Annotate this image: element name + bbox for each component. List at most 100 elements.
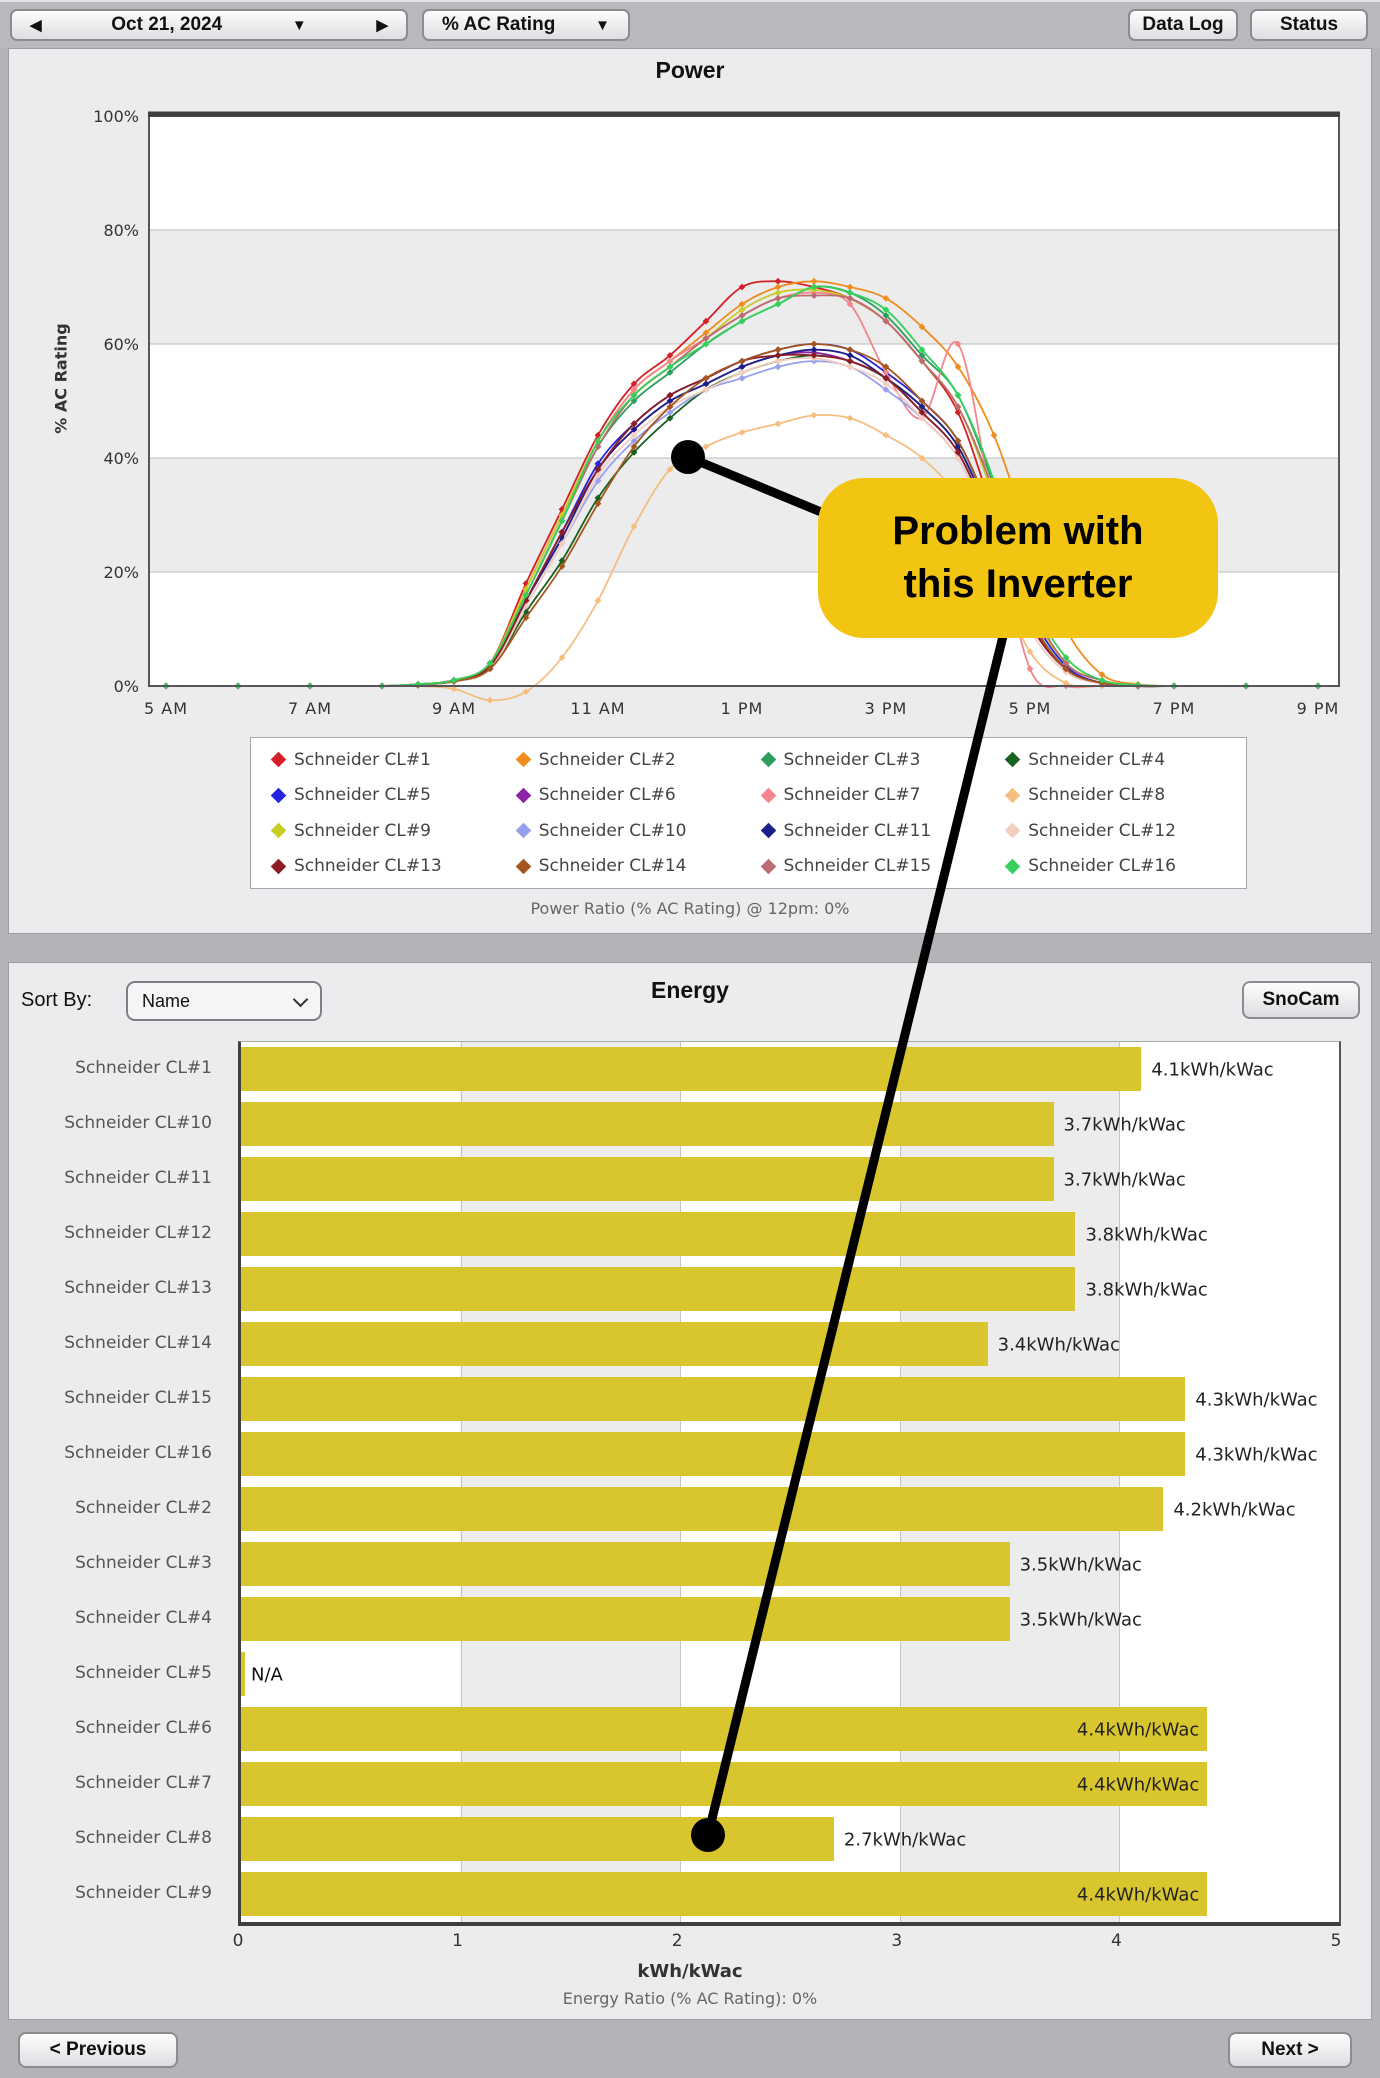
energy-bar: [241, 1212, 1076, 1256]
legend-marker-icon: [515, 858, 532, 875]
legend-item: Schneider CL#12: [993, 821, 1238, 841]
legend-item: Schneider CL#8: [993, 785, 1238, 805]
x-tick-label: 9 PM: [1297, 699, 1340, 718]
data-point-marker: [486, 659, 494, 667]
data-point-marker: [774, 277, 782, 285]
data-point-marker: [666, 357, 674, 365]
data-point-marker: [846, 363, 854, 371]
data-point-marker: [882, 295, 890, 302]
data-point-marker: [666, 403, 674, 411]
energy-row: 4.3kWh/kWac: [241, 1372, 1339, 1427]
energy-row: 4.2kWh/kWac: [241, 1482, 1339, 1537]
power-chart-title: Power: [655, 57, 725, 83]
date-picker-button[interactable]: ◀ Oct 21, 2024 ▼ ▶: [10, 9, 408, 41]
energy-row-label: Schneider CL#4: [75, 1608, 212, 1628]
data-point-marker: [810, 277, 818, 285]
data-point-marker: [738, 312, 746, 319]
data-point-marker: [846, 357, 854, 365]
energy-bar-value: 4.4kWh/kWac: [1076, 1774, 1200, 1795]
energy-row-label: Schneider CL#11: [64, 1168, 212, 1188]
date-label: Oct 21, 2024: [111, 14, 223, 35]
legend-item: Schneider CL#16: [993, 856, 1238, 876]
data-point-marker: [522, 614, 530, 621]
gridline: [680, 1042, 682, 1922]
energy-row: 2.7kWh/kWac: [241, 1812, 1339, 1867]
energy-bar: [241, 1817, 834, 1861]
legend-label: Schneider CL#7: [783, 785, 921, 806]
energy-row-label: Schneider CL#5: [75, 1663, 212, 1683]
data-point-marker: [810, 352, 818, 359]
energy-bar: [241, 1377, 1186, 1421]
legend-label: Schneider CL#3: [783, 749, 921, 770]
chevron-down-icon[interactable]: ▼: [291, 16, 307, 34]
metric-label: % AC Rating: [442, 14, 556, 35]
power-series-line: [166, 285, 1318, 688]
data-point-marker: [702, 317, 710, 325]
legend-marker-icon: [515, 787, 532, 804]
data-log-button[interactable]: Data Log: [1128, 9, 1238, 41]
toolbar: ◀ Oct 21, 2024 ▼ ▶ % AC Rating ▼ Data Lo…: [0, 0, 1380, 48]
legend-item: Schneider CL#1: [259, 750, 504, 770]
energy-bar-value: 4.2kWh/kWac: [1173, 1499, 1296, 1520]
y-tick-label: 20%: [103, 563, 139, 582]
legend-item: Schneider CL#9: [259, 821, 504, 841]
x-tick-label: 11 AM: [570, 699, 625, 718]
sort-by-label: Sort By:: [21, 989, 93, 1011]
previous-button[interactable]: < Previous: [18, 2032, 178, 2068]
metric-select[interactable]: % AC Rating ▼: [422, 9, 630, 41]
plot-band: [149, 344, 1339, 458]
status-button[interactable]: Status: [1250, 9, 1368, 41]
data-point-marker: [918, 357, 926, 365]
data-point-marker: [954, 437, 962, 445]
data-point-marker: [630, 397, 638, 405]
legend-marker-icon: [270, 858, 287, 875]
data-point-marker: [954, 403, 962, 411]
legend-marker-icon: [270, 751, 287, 768]
data-point-marker: [666, 391, 674, 399]
data-point-marker: [666, 363, 674, 371]
legend-label: Schneider CL#4: [1028, 749, 1166, 770]
data-point-marker: [594, 500, 602, 507]
snocam-button[interactable]: SnoCam: [1242, 981, 1360, 1019]
data-point-marker: [954, 448, 962, 456]
data-point-marker: [810, 340, 818, 348]
data-point-marker: [450, 685, 458, 693]
data-point-marker: [738, 374, 746, 382]
next-button[interactable]: Next >: [1228, 2032, 1352, 2068]
x-tick-label: 4: [1110, 1931, 1122, 1951]
data-point-marker: [666, 409, 674, 416]
data-point-marker: [558, 540, 566, 547]
data-point-marker: [630, 380, 638, 388]
data-point-marker: [594, 597, 602, 604]
energy-row-label: Schneider CL#3: [75, 1553, 212, 1573]
data-point-marker: [918, 409, 926, 416]
chevron-left-icon[interactable]: ◀: [30, 16, 42, 34]
data-point-marker: [558, 517, 566, 525]
energy-row: N/A: [241, 1647, 1339, 1702]
energy-bar-value: 4.1kWh/kWac: [1151, 1059, 1274, 1080]
annotation-callout: Problem with this Inverter: [818, 478, 1218, 638]
energy-bar-value: 3.7kWh/kWac: [1063, 1169, 1186, 1190]
legend-marker-icon: [270, 787, 287, 804]
data-point-marker: [738, 357, 746, 365]
chevron-right-icon[interactable]: ▶: [376, 16, 388, 34]
data-point-marker: [882, 369, 890, 376]
data-point-marker: [630, 431, 638, 439]
energy-row-label: Schneider CL#8: [75, 1828, 212, 1848]
data-point-marker: [630, 391, 638, 399]
data-point-marker: [846, 346, 854, 354]
data-point-marker: [414, 680, 422, 688]
data-point-marker: [666, 397, 674, 405]
energy-bar: [241, 1872, 1208, 1916]
data-point-marker: [1026, 665, 1034, 673]
x-tick-label: 5 PM: [1009, 699, 1052, 718]
plot-band: [149, 116, 1339, 230]
sort-by-select[interactable]: Name: [126, 981, 322, 1021]
data-point-marker: [954, 391, 962, 399]
data-point-marker: [594, 437, 602, 445]
energy-bar-value: 3.8kWh/kWac: [1085, 1224, 1208, 1245]
gridline: [460, 1042, 462, 1922]
data-point-marker: [882, 363, 890, 371]
data-point-marker: [1026, 648, 1034, 656]
data-point-marker: [738, 300, 746, 308]
